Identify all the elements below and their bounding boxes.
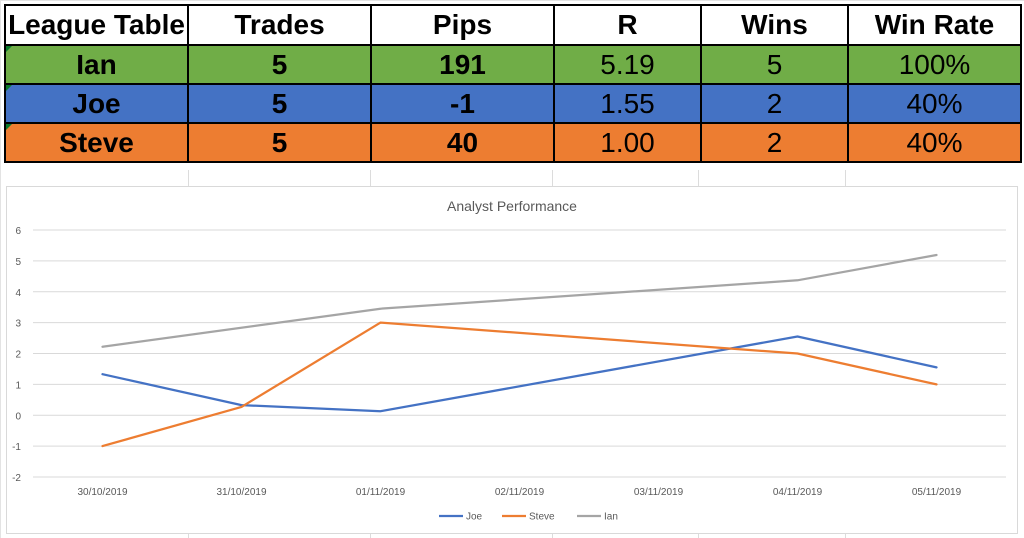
cell-wins[interactable]: 2: [700, 83, 849, 124]
legend-label: Joe: [466, 512, 483, 523]
y-tick-label: 1: [15, 380, 21, 391]
y-tick-label: 4: [15, 288, 21, 299]
y-tick-label: 5: [15, 257, 21, 268]
header-r[interactable]: R: [553, 4, 702, 46]
chart-title: Analyst Performance: [447, 198, 577, 214]
chart-plot: -2 -1 0 1 2 3 4 5 6 30/10/2019 31/10/2019 01/11/201…: [12, 226, 1006, 523]
series-line-joe: [101, 335, 938, 413]
cell-trades[interactable]: 5: [187, 122, 372, 163]
y-tick-label: 2: [15, 350, 21, 361]
y-tick-label: 3: [15, 319, 21, 330]
cell-name[interactable]: Ian: [4, 44, 189, 85]
cell-r[interactable]: 5.19: [553, 44, 702, 85]
table-row-steve: Steve 5 40 1.00 2 40%: [4, 122, 1022, 163]
x-tick-label: 03/11/2019: [634, 487, 684, 498]
x-tick-label: 30/10/2019: [77, 487, 127, 498]
header-league-table[interactable]: League Table: [4, 4, 189, 46]
table-row-ian: Ian 5 191 5.19 5 100%: [4, 44, 1022, 85]
legend-label: Steve: [529, 512, 555, 523]
cell-trades[interactable]: 5: [187, 44, 372, 85]
cell-win-rate[interactable]: 40%: [847, 122, 1022, 163]
cell-pips[interactable]: -1: [370, 83, 555, 124]
x-tick-label: 05/11/2019: [912, 487, 962, 498]
cell-wins[interactable]: 2: [700, 122, 849, 163]
cell-r[interactable]: 1.00: [553, 122, 702, 163]
cell-pips[interactable]: 40: [370, 122, 555, 163]
y-tick-label: -2: [12, 473, 21, 484]
x-tick-label: 31/10/2019: [216, 487, 266, 498]
header-wins[interactable]: Wins: [700, 4, 849, 46]
x-tick-label: 02/11/2019: [495, 487, 545, 498]
series-line-ian: [101, 253, 938, 348]
y-tick-label: 0: [15, 411, 21, 422]
header-trades[interactable]: Trades: [187, 4, 372, 46]
table-row-joe: Joe 5 -1 1.55 2 40%: [4, 83, 1022, 124]
cell-pips[interactable]: 191: [370, 44, 555, 85]
cell-win-rate[interactable]: 40%: [847, 83, 1022, 124]
cell-name[interactable]: Joe: [4, 83, 189, 124]
cell-win-rate[interactable]: 100%: [847, 44, 1022, 85]
cell-trades[interactable]: 5: [187, 83, 372, 124]
cell-wins[interactable]: 5: [700, 44, 849, 85]
header-win-rate[interactable]: Win Rate: [847, 4, 1022, 46]
legend-label: Ian: [604, 512, 618, 523]
x-tick-label: 01/11/2019: [356, 487, 406, 498]
header-pips[interactable]: Pips: [370, 4, 555, 46]
analyst-performance-chart[interactable]: Analyst Performance -2 -1 0 1 2 3 4 5 6 30/10/201…: [6, 186, 1018, 534]
x-tick-label: 04/11/2019: [773, 487, 823, 498]
cell-r[interactable]: 1.55: [553, 83, 702, 124]
table-header-row: League Table Trades Pips R Wins Win Rate: [4, 4, 1022, 46]
cell-name[interactable]: Steve: [4, 122, 189, 163]
y-tick-label: -1: [12, 442, 21, 453]
league-table: League Table Trades Pips R Wins Win Rate…: [4, 4, 1022, 163]
series-line-steve: [101, 321, 938, 448]
y-tick-label: 6: [15, 226, 21, 237]
